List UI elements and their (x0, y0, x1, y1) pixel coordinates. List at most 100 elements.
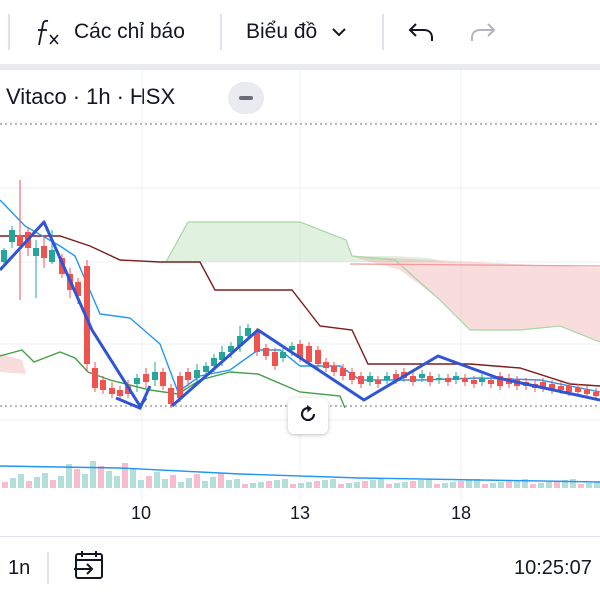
volume-bar (146, 476, 152, 488)
zigzag-line (0, 220, 148, 408)
candle-body (358, 376, 364, 384)
candle-body (92, 368, 98, 388)
candle-body (584, 390, 590, 394)
legend-exchange: HSX (129, 84, 176, 109)
candle-body (289, 346, 295, 350)
undo-button[interactable] (408, 0, 434, 64)
volume-bar (522, 479, 528, 488)
volume-bar (66, 464, 72, 488)
volume-bar (234, 479, 240, 488)
volume-bar (490, 483, 496, 488)
price-chart[interactable] (0, 70, 600, 500)
volume-bar (530, 484, 536, 488)
volume-bar (354, 482, 360, 488)
candle-body (185, 372, 191, 380)
candle-body (211, 358, 217, 366)
volume-bar (82, 474, 88, 488)
candle-body (436, 378, 442, 380)
candle-body (549, 384, 555, 390)
candle-body (9, 230, 15, 242)
volume-bar (2, 482, 8, 488)
volume-bar (114, 476, 120, 488)
volume-bar (98, 466, 104, 488)
senkou-b-line (349, 263, 600, 267)
volume-bar (442, 483, 448, 488)
refresh-icon (297, 403, 319, 430)
undo-icon (408, 21, 434, 43)
candle-body (125, 386, 131, 394)
volume-bar (202, 481, 208, 488)
kijun-line (0, 235, 600, 387)
time-label: 10:25:07 (514, 556, 592, 579)
volume-bar (42, 473, 48, 488)
reset-chart-button[interactable] (288, 398, 328, 434)
volume-bar (250, 483, 256, 488)
volume-bar (306, 482, 312, 488)
candle-body (245, 328, 251, 336)
fx-icon (34, 17, 62, 47)
x-axis-tick: 18 (450, 503, 472, 523)
candle-body (419, 374, 425, 378)
candle-body (194, 370, 200, 378)
candle-body (558, 386, 564, 390)
candle-body (462, 378, 468, 382)
candle-body (340, 368, 346, 376)
volume-bar (506, 481, 512, 488)
volume-bar (482, 484, 488, 488)
volume-bar (194, 474, 200, 488)
volume-bar (594, 482, 600, 488)
legend-symbol: Vitaco (6, 84, 67, 109)
volume-bar (378, 479, 384, 488)
volume-bar (258, 482, 264, 488)
toolbar-divider (382, 14, 384, 50)
candle-body (84, 266, 90, 364)
volume-bar (130, 468, 136, 488)
legend-separator: · (72, 84, 81, 109)
legend-separator: · (116, 84, 124, 109)
clock-time: 10:25:07 (514, 548, 592, 588)
volume-bar (450, 482, 456, 488)
redo-button[interactable] (470, 0, 496, 64)
zigzag-arrow-head (115, 385, 152, 410)
volume-bar (226, 480, 232, 488)
candle-body (445, 378, 451, 382)
volume-bar (210, 477, 216, 488)
candle-body (254, 332, 260, 352)
indicators-button[interactable]: Các chỉ báo (34, 0, 185, 64)
volume-bar (162, 479, 168, 488)
volume-bar (154, 472, 160, 488)
volume-bar (18, 474, 24, 488)
volume-bar (26, 481, 32, 488)
chart-legend[interactable]: Vitaco · 1h · HSX (6, 84, 175, 110)
range-button[interactable]: 1n (8, 548, 30, 588)
volume-bar (570, 479, 576, 488)
cloud-bearish (0, 354, 26, 374)
volume-bar (466, 480, 472, 488)
volume-bar (58, 476, 64, 488)
candle-body (177, 376, 183, 398)
candle-body (263, 348, 269, 356)
volume-bar (346, 483, 352, 488)
volume-bar (282, 479, 288, 488)
candle-body (323, 362, 329, 368)
candle-body (228, 346, 234, 352)
chikou-line (0, 349, 346, 409)
candle-body (566, 386, 572, 392)
chart-type-label: Biểu đồ (246, 20, 318, 43)
go-to-date-button[interactable] (72, 548, 106, 588)
volume-bar (322, 480, 328, 488)
volume-bar (418, 480, 424, 488)
volume-ma-line (0, 465, 600, 483)
x-axis-tick: 13 (289, 503, 311, 523)
calendar-arrow-icon (72, 549, 106, 587)
chart-type-button[interactable]: Biểu đồ (246, 0, 347, 64)
senkou-a-line (351, 255, 600, 343)
volume-bar (394, 483, 400, 488)
candle-body (427, 376, 433, 382)
minus-icon (239, 96, 253, 100)
collapse-legend-button[interactable] (228, 82, 264, 114)
volume-bar (218, 473, 224, 488)
zigzag-line (171, 328, 600, 408)
volume-bar (290, 484, 296, 488)
bottom-divider (47, 552, 49, 584)
